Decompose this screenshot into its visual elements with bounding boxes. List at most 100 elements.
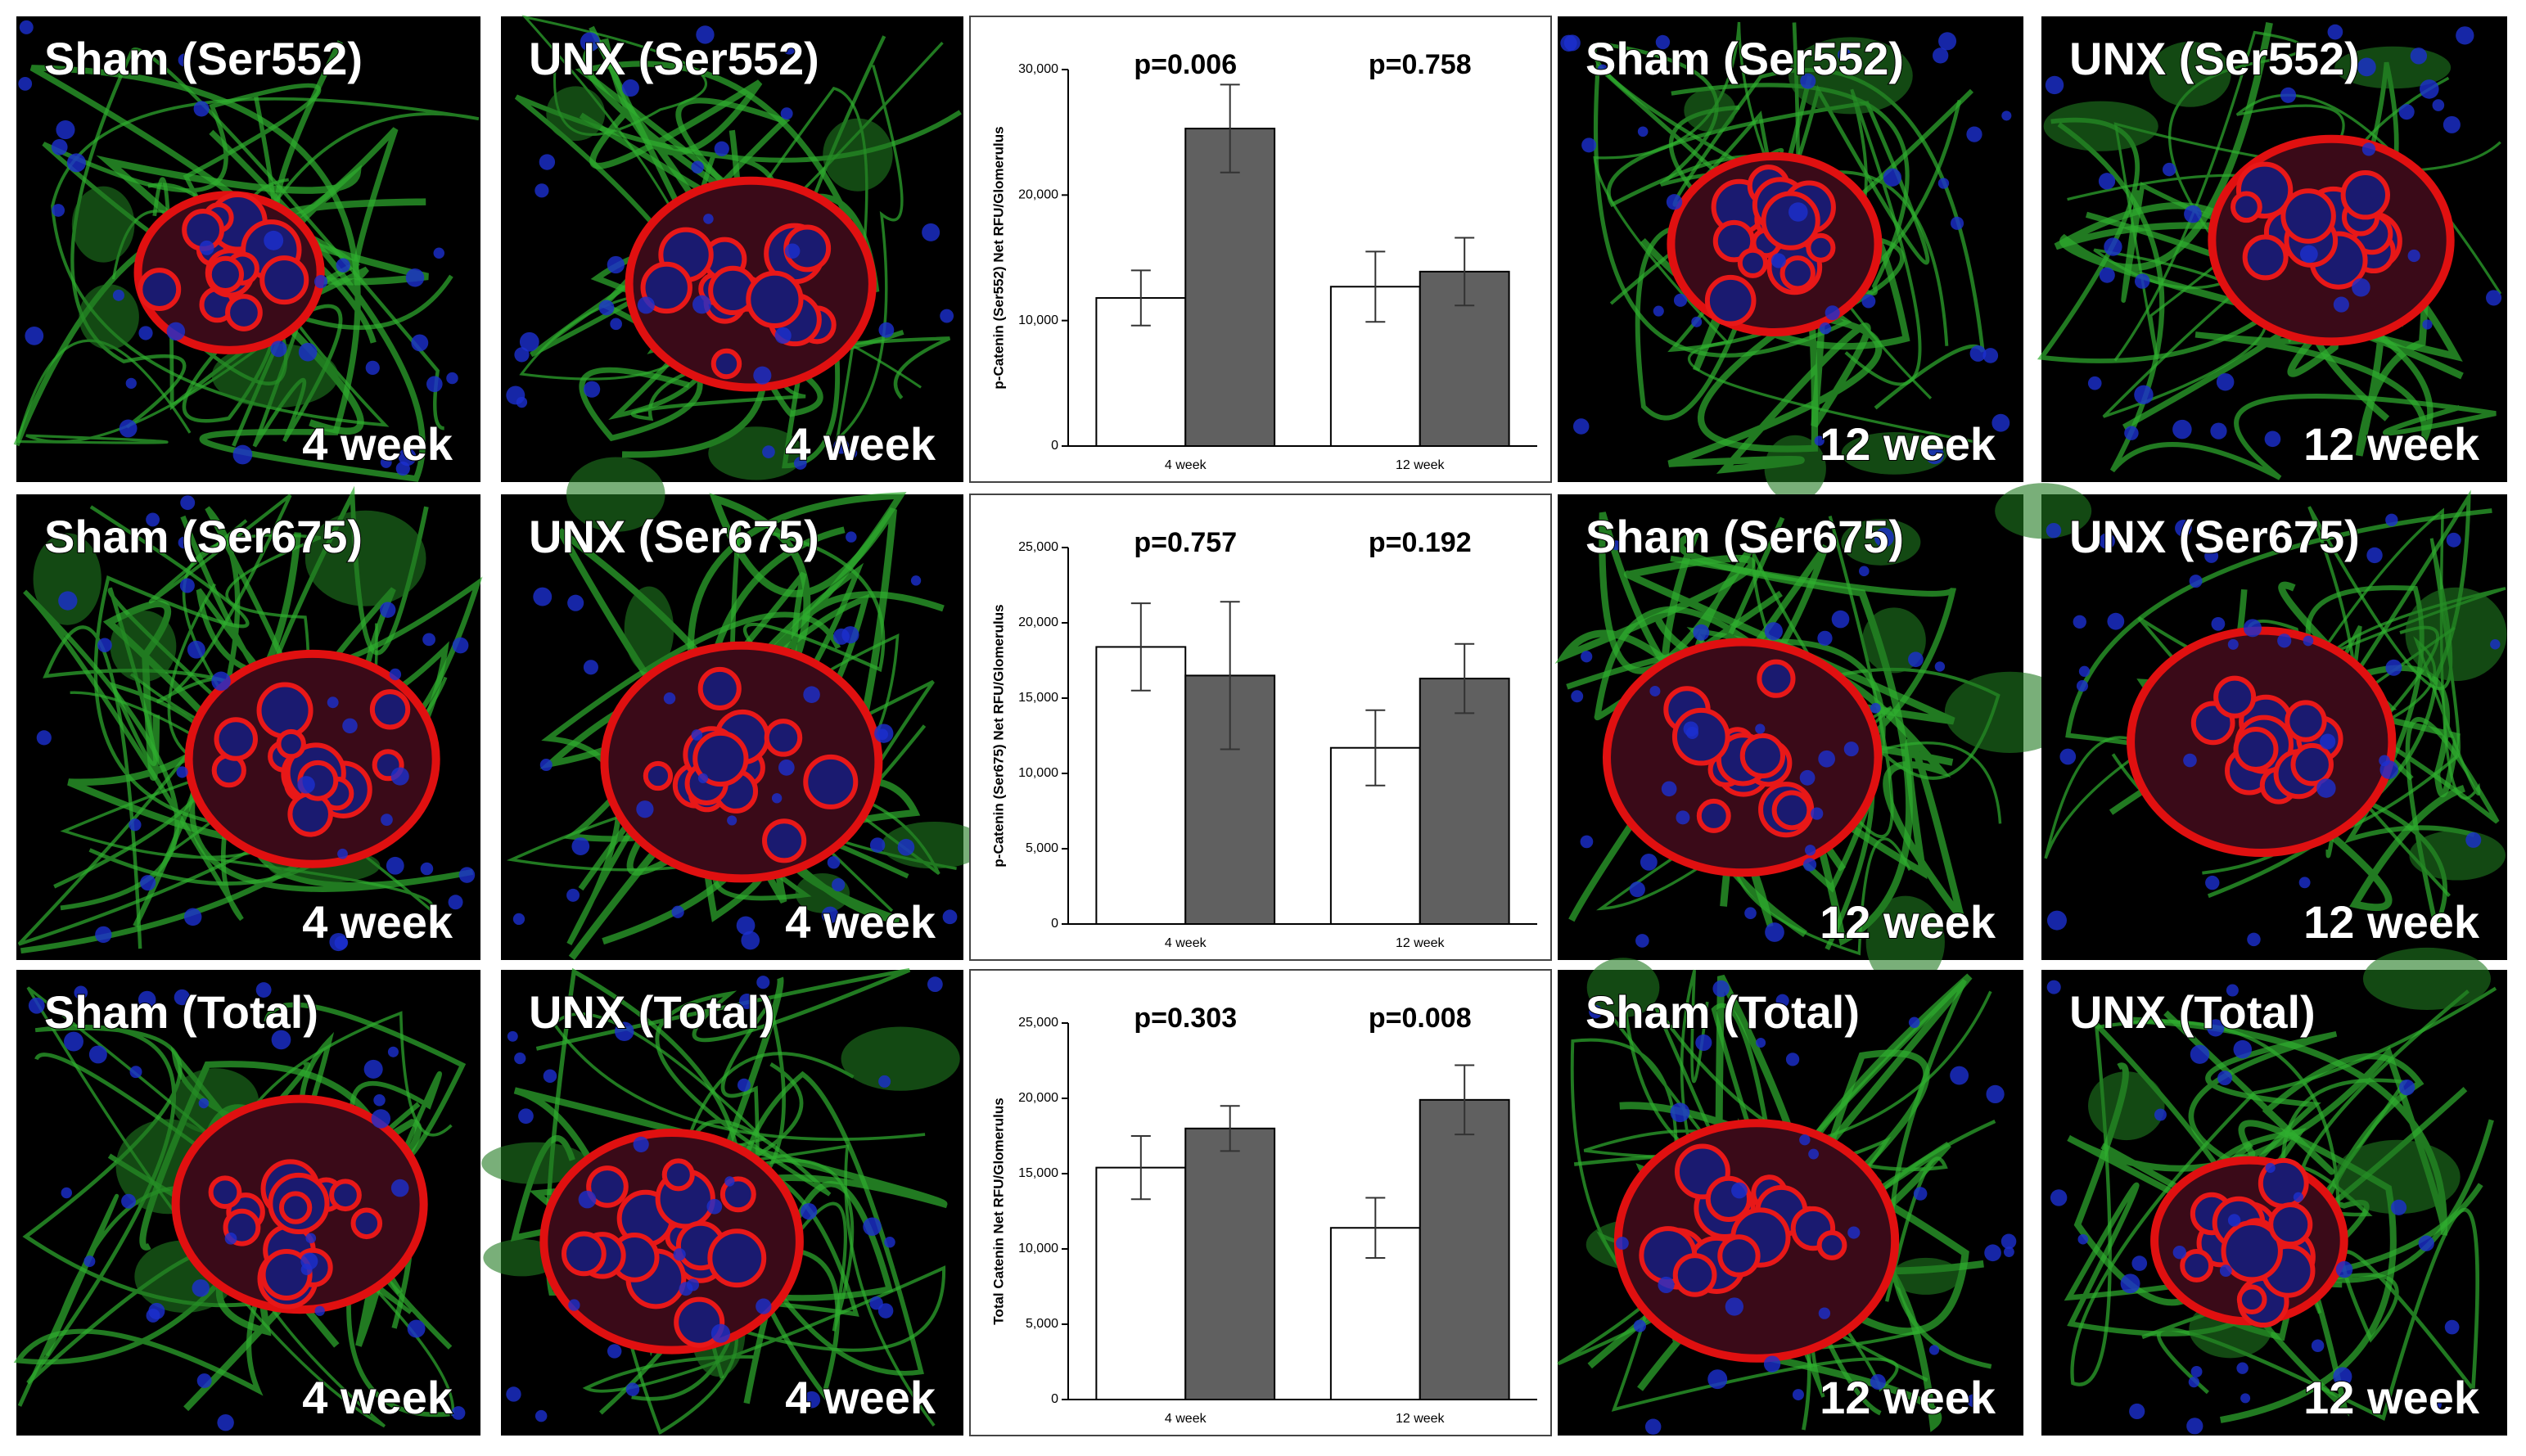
nucleus xyxy=(1825,305,1840,321)
capillary-loop xyxy=(561,1231,607,1277)
nucleus xyxy=(506,1386,521,1402)
capillary-loop xyxy=(350,1207,383,1240)
nucleus xyxy=(196,1373,212,1388)
nucleus xyxy=(1950,1066,1969,1085)
nucleus xyxy=(1744,907,1757,920)
panel-label: Sham (Ser552) xyxy=(1586,33,1904,84)
error-bar xyxy=(1220,83,1240,174)
panel-label: Sham (Ser675) xyxy=(44,511,363,562)
nucleus xyxy=(2385,659,2402,676)
nucleus xyxy=(1571,690,1584,703)
nucleus xyxy=(365,360,380,376)
nucleus xyxy=(1563,34,1581,52)
nucleus xyxy=(2190,1044,2210,1064)
nucleus xyxy=(2240,1393,2251,1404)
nucleus xyxy=(1986,1084,2005,1104)
nucleus xyxy=(2186,1418,2203,1435)
nucleus xyxy=(64,1031,83,1052)
nucleus xyxy=(512,913,525,926)
nucleus xyxy=(2003,1246,2014,1258)
nucleus xyxy=(691,729,703,741)
green-tubule xyxy=(546,86,606,142)
nucleus xyxy=(2385,513,2398,527)
nucleus xyxy=(2001,110,2012,121)
nucleus xyxy=(2398,104,2415,120)
nucleus xyxy=(2410,47,2428,65)
green-tubule xyxy=(1865,895,1945,989)
nucleus xyxy=(270,340,287,358)
error-bar xyxy=(1365,709,1386,787)
capillary-loop xyxy=(260,1248,313,1300)
nucleus xyxy=(2311,1339,2325,1352)
capillary-loop xyxy=(764,719,803,757)
nucleus xyxy=(1629,881,1645,898)
nucleus xyxy=(2293,1192,2303,1202)
micrograph-panel: UNX (Total) 12 week xyxy=(2041,947,2507,1436)
capillary-loop xyxy=(2236,1284,2267,1315)
x-tick-label: 4 week xyxy=(1165,936,1207,950)
nucleus xyxy=(1635,934,1649,948)
nucleus xyxy=(2099,533,2115,549)
nucleus xyxy=(407,1319,426,1338)
nucleus xyxy=(571,837,590,855)
nucleus xyxy=(2352,277,2370,297)
nucleus xyxy=(910,575,922,586)
nucleus xyxy=(1950,216,1964,230)
nucleus xyxy=(637,296,655,314)
nucleus xyxy=(125,377,137,389)
nucleus xyxy=(2333,1367,2352,1386)
nucleus xyxy=(2316,778,2336,798)
y-axis-label: p-Catenin (Ser675) Net RFU/Glomerulus xyxy=(990,604,1006,867)
nucleus xyxy=(138,990,156,1009)
capillary-loop xyxy=(719,1176,756,1213)
nucleus xyxy=(801,1203,818,1220)
green-tubule xyxy=(1684,88,1736,133)
panel-time: 4 week xyxy=(785,1372,936,1423)
bar xyxy=(1184,128,1276,447)
nucleus xyxy=(1676,810,1690,825)
nucleus xyxy=(2443,115,2461,133)
green-tubule xyxy=(33,533,101,625)
nucleus xyxy=(224,1233,237,1245)
nucleus xyxy=(83,1255,96,1268)
bar-chart: 0 5,000 10,000 15,000 20,000 25,000 p-Catenin … xyxy=(969,494,1552,961)
nucleus xyxy=(927,976,943,993)
panel-label: Sham (Total) xyxy=(44,986,318,1038)
capillary-loop xyxy=(1757,659,1796,698)
nucleus xyxy=(95,926,112,944)
nucleus xyxy=(211,671,231,692)
panel-time: 12 week xyxy=(2303,896,2480,948)
y-tick-label: 25,000 xyxy=(1018,540,1058,554)
nucleus xyxy=(1874,527,1894,548)
capillary-loop xyxy=(2290,742,2334,787)
nucleus xyxy=(2172,419,2192,440)
nucleus xyxy=(334,935,349,950)
nucleus xyxy=(255,982,272,998)
bar xyxy=(1095,646,1187,925)
micrograph-panel: Sham (Total) 4 week xyxy=(13,970,480,1436)
capillary-loop xyxy=(2285,700,2327,742)
nucleus xyxy=(2154,1108,2167,1121)
nucleus xyxy=(28,997,45,1014)
error-bar xyxy=(1455,642,1475,714)
error-bar xyxy=(1130,1135,1151,1201)
nucleus xyxy=(179,578,195,593)
nucleus xyxy=(1938,32,1957,51)
nucleus xyxy=(2076,680,2089,692)
nucleus xyxy=(1818,1307,1831,1319)
nucleus xyxy=(942,909,958,925)
nucleus xyxy=(2444,1319,2460,1335)
nucleus xyxy=(1597,64,1608,74)
nucleus xyxy=(1666,194,1683,210)
nucleus xyxy=(411,334,429,352)
x-tick-label: 4 week xyxy=(1165,458,1207,472)
nucleus xyxy=(724,1176,735,1187)
panel-label: Sham (Total) xyxy=(1586,986,1860,1038)
nucleus xyxy=(1991,413,2010,432)
nucleus xyxy=(129,1066,142,1079)
nucleus xyxy=(327,696,339,709)
nucleus xyxy=(119,419,138,438)
nucleus xyxy=(52,204,65,217)
nucleus xyxy=(2175,519,2192,537)
capillary-loop xyxy=(329,1179,362,1212)
